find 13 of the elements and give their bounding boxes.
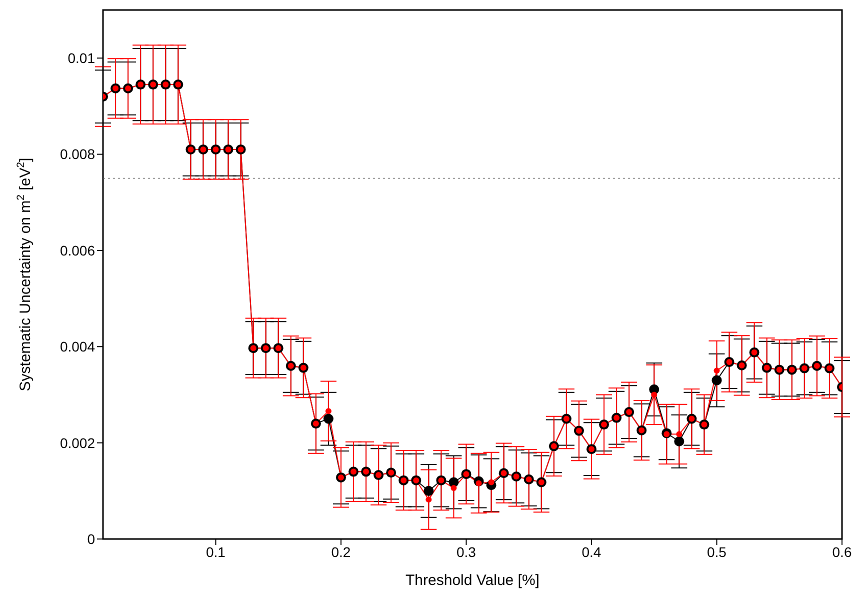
y-tick-label: 0.01 [68, 50, 96, 66]
x-axis-title: Threshold Value [%] [406, 572, 540, 589]
y-tick-label: 0.008 [60, 146, 96, 162]
y-tick-label: 0.002 [60, 434, 96, 451]
x-tick-label: 0.6 [832, 544, 852, 560]
x-tick-label: 0.2 [331, 544, 351, 560]
x-tick-label: 0.1 [206, 544, 226, 560]
y-tick-label: 0 [87, 530, 96, 547]
x-tick-label: 0.5 [707, 544, 727, 560]
x-tick-label: 0.4 [582, 544, 602, 560]
x-tick-label: 0.3 [456, 544, 476, 560]
y-tick-label: 0.006 [60, 242, 96, 258]
y-tick-label: 0.004 [60, 338, 96, 355]
